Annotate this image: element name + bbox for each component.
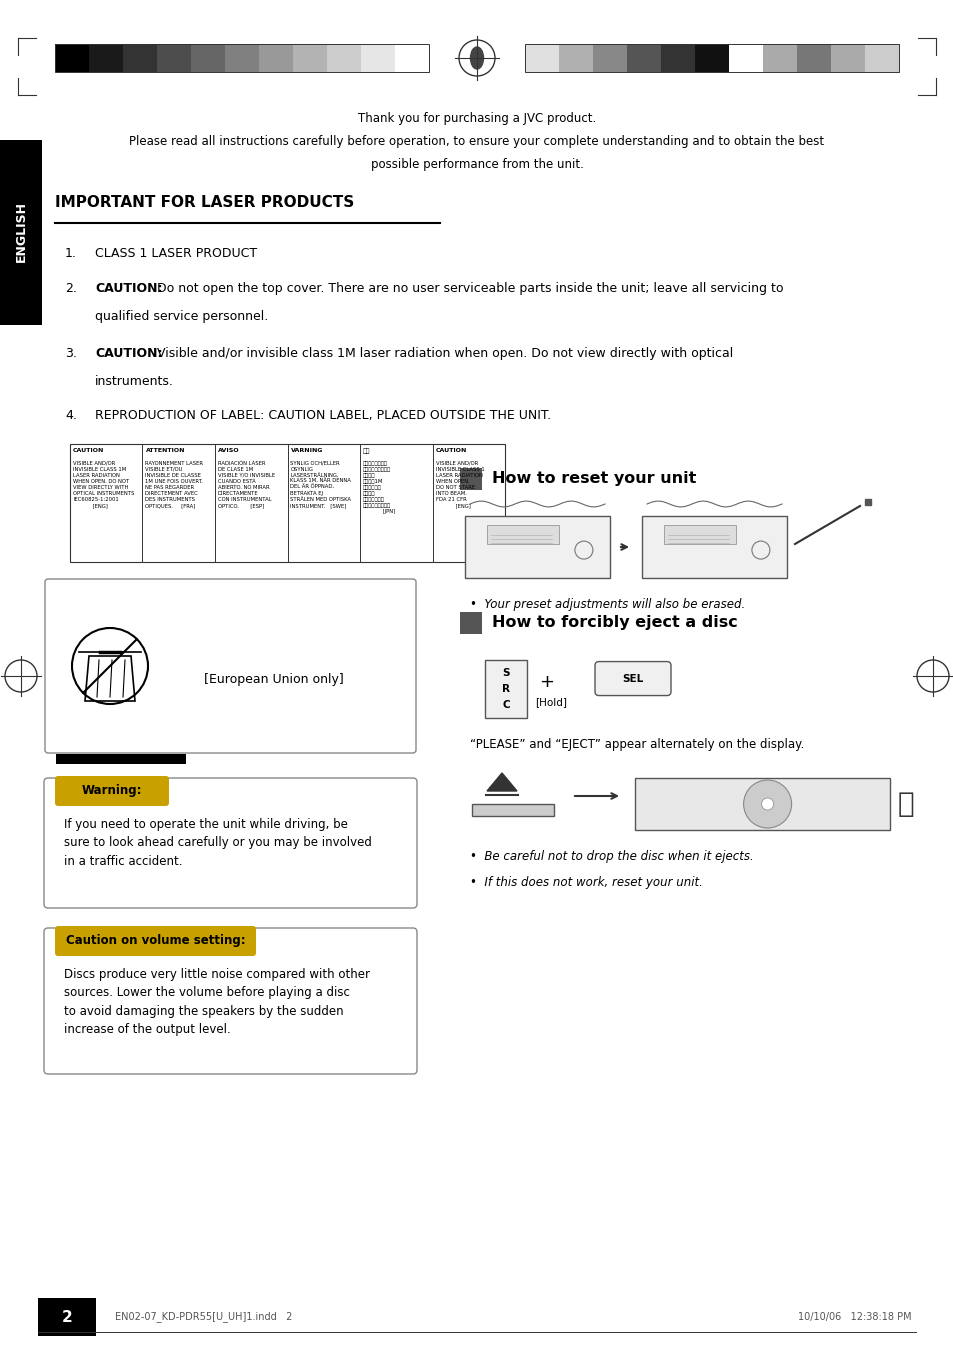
FancyBboxPatch shape [45, 579, 416, 753]
Bar [70, 443, 504, 562]
Text: IMPORTANT FOR LASER PRODUCTS: IMPORTANT FOR LASER PRODUCTS [55, 195, 354, 210]
Text: How to reset your unit: How to reset your unit [492, 472, 696, 487]
Bar [663, 526, 736, 544]
Bar [830, 45, 864, 72]
FancyBboxPatch shape [44, 777, 416, 909]
Bar [459, 468, 481, 489]
Text: SEL: SEL [621, 673, 643, 684]
Text: possible performance from the unit.: possible performance from the unit. [370, 158, 583, 170]
Text: CAUTION: CAUTION [73, 448, 104, 453]
Bar [157, 45, 191, 72]
Text: RADIACIÓN LÁSER
DE CLASE 1M
VISIBLE Y/O INVISIBLE
CUANDO ESTÁ
ABIERTO. NO MIRAR
: RADIACIÓN LÁSER DE CLASE 1M VISIBLE Y/O … [218, 461, 274, 508]
Bar [123, 45, 157, 72]
Text: VISIBLE AND/OR
INVISIBLE CLASS 1
LASER RADIATION
WHEN OPEN.
DO NOT STARE
INTO BE: VISIBLE AND/OR INVISIBLE CLASS 1 LASER R… [435, 461, 484, 508]
Bar [191, 45, 225, 72]
Text: Thank you for purchasing a JVC product.: Thank you for purchasing a JVC product. [357, 112, 596, 124]
Text: ENGLISH: ENGLISH [14, 201, 28, 262]
Text: +: + [538, 673, 554, 691]
Text: S: S [501, 668, 509, 677]
Bar [258, 45, 293, 72]
Text: ATTENTION: ATTENTION [146, 448, 185, 453]
Bar [660, 45, 695, 72]
Text: qualified service personnel.: qualified service personnel. [95, 310, 268, 323]
Text: Visible and/or invisible class 1M laser radiation when open. Do not view directl: Visible and/or invisible class 1M laser … [152, 347, 733, 360]
Bar [89, 45, 123, 72]
FancyBboxPatch shape [55, 776, 169, 806]
Bar [225, 45, 258, 72]
Text: How to forcibly eject a disc: How to forcibly eject a disc [492, 615, 737, 630]
Bar [293, 45, 327, 72]
Text: If you need to operate the unit while driving, be
sure to look ahead carefully o: If you need to operate the unit while dr… [64, 818, 372, 868]
Text: REPRODUCTION OF LABEL: CAUTION LABEL, PLACED OUTSIDE THE UNIT.: REPRODUCTION OF LABEL: CAUTION LABEL, PL… [95, 410, 551, 422]
Text: SYNLIG OCH/ELLER
OSYNLIG
LASERSTRÅLNING,
KLASS 1M, NÄR DENNA
DEL ÄR ÖPPNAD,
BETR: SYNLIG OCH/ELLER OSYNLIG LASERSTRÅLNING,… [291, 461, 351, 508]
Bar [459, 612, 481, 634]
Bar [635, 777, 889, 830]
Ellipse shape [470, 47, 483, 69]
Bar [55, 45, 429, 72]
Bar [486, 526, 558, 544]
Bar [38, 1298, 96, 1336]
Bar [641, 516, 786, 579]
Text: EN02-07_KD-PDR55[U_UH]1.indd   2: EN02-07_KD-PDR55[U_UH]1.indd 2 [115, 1311, 292, 1322]
Text: CAUTION:: CAUTION: [95, 347, 162, 360]
Text: Please read all instructions carefully before operation, to ensure your complete: Please read all instructions carefully b… [130, 135, 823, 147]
Bar [864, 45, 898, 72]
Bar [524, 45, 558, 72]
Bar [728, 45, 762, 72]
Circle shape [760, 798, 773, 810]
Text: AVISO: AVISO [218, 448, 239, 453]
Text: C: C [501, 700, 509, 710]
Bar [360, 45, 395, 72]
Text: Caution on volume setting:: Caution on volume setting: [66, 934, 245, 948]
Text: Warning:: Warning: [82, 784, 142, 798]
FancyBboxPatch shape [55, 926, 255, 956]
Text: •  Your preset adjustments will also be erased.: • Your preset adjustments will also be e… [470, 598, 744, 611]
Text: 注意: 注意 [363, 448, 370, 453]
Text: [European Union only]: [European Union only] [204, 673, 344, 685]
Text: RAYONNEMENT LASER
VISIBLE ET/OU
INVISIBLE DE CLASSE
1M UNE FOIS OUVERT.
NE PAS R: RAYONNEMENT LASER VISIBLE ET/OU INVISIBL… [146, 461, 203, 508]
Bar [695, 45, 728, 72]
Text: 4.: 4. [65, 410, 77, 422]
Polygon shape [486, 773, 517, 791]
Bar [626, 45, 660, 72]
Bar [524, 45, 898, 72]
Bar [558, 45, 593, 72]
Text: •  Be careful not to drop the disc when it ejects.: • Be careful not to drop the disc when i… [470, 850, 753, 863]
Bar [762, 45, 796, 72]
Text: CLASS 1 LASER PRODUCT: CLASS 1 LASER PRODUCT [95, 247, 257, 260]
Bar [796, 45, 830, 72]
Text: 10/10/06   12:38:18 PM: 10/10/06 12:38:18 PM [798, 1311, 911, 1322]
Text: instruments.: instruments. [95, 375, 173, 388]
FancyBboxPatch shape [595, 661, 670, 695]
Text: 2: 2 [62, 1310, 72, 1325]
Bar [464, 516, 609, 579]
Text: 1.: 1. [65, 247, 77, 260]
Bar [55, 45, 89, 72]
Text: Do not open the top cover. There are no user serviceable parts inside the unit; : Do not open the top cover. There are no … [152, 283, 782, 295]
Bar [395, 45, 429, 72]
Bar [327, 45, 360, 72]
Text: ✋: ✋ [897, 790, 914, 818]
Text: [Hold]: [Hold] [535, 696, 566, 707]
Text: 3.: 3. [65, 347, 77, 360]
Text: •  If this does not work, reset your unit.: • If this does not work, reset your unit… [470, 876, 702, 890]
FancyBboxPatch shape [44, 927, 416, 1073]
Bar [56, 754, 186, 764]
Bar [484, 660, 526, 718]
Bar [472, 804, 554, 817]
Text: CAUTION: CAUTION [435, 448, 466, 453]
Bar [593, 45, 626, 72]
Text: Discs produce very little noise compared with other
sources. Lower the volume be: Discs produce very little noise compared… [64, 968, 370, 1037]
Text: “PLEASE” and “EJECT” appear alternately on the display.: “PLEASE” and “EJECT” appear alternately … [470, 738, 803, 750]
Text: VARNING: VARNING [291, 448, 323, 453]
Text: CAUTION:: CAUTION: [95, 283, 162, 295]
Text: R: R [501, 684, 510, 694]
Text: VISIBLE AND/OR
INVISIBLE CLASS 1M
LASER RADIATION
WHEN OPEN. DO NOT
VIEW DIRECTL: VISIBLE AND/OR INVISIBLE CLASS 1M LASER … [73, 461, 134, 508]
Bar [0, 141, 42, 324]
Text: 2.: 2. [65, 283, 77, 295]
Circle shape [742, 780, 791, 827]
Text: ここを開くと目に
危なレーザー光線が
出ます。
のクラス1M
レーザー照射
出ます。
光学機器で直接
見ないでください。
            [JPN]: ここを開くと目に 危なレーザー光線が 出ます。 のクラス1M レーザー照射 出ま… [363, 461, 395, 514]
